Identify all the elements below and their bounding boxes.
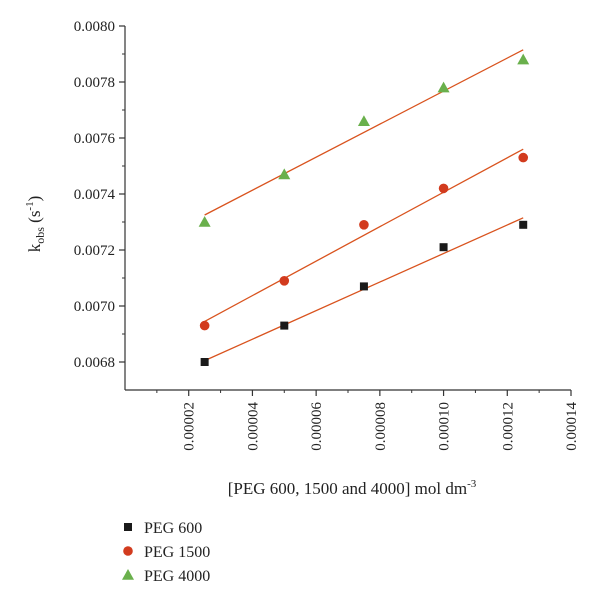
y-tick-label: 0.0078 xyxy=(74,75,115,91)
legend-marker xyxy=(124,523,132,531)
x-axis-title-main: [PEG 600, 1500 and 4000] mol dm xyxy=(228,479,467,498)
y-tick-label: 0.0072 xyxy=(74,243,115,259)
y-tick-label: 0.0070 xyxy=(74,299,115,315)
fit-line xyxy=(204,148,524,322)
data-point xyxy=(519,220,528,229)
y-axis-ticks: 0.0068 0.0070 0.0072 0.0074 0.0076 0.0078 0.00… xyxy=(74,19,125,371)
y-tick-label: 0.0080 xyxy=(74,19,115,35)
data-points xyxy=(198,53,530,366)
data-point xyxy=(439,243,448,252)
y-tick-label: 0.0074 xyxy=(74,187,116,203)
y-tick-label: 0.0068 xyxy=(74,355,115,371)
y-axis-title-unit-sup: -1 xyxy=(24,201,36,210)
x-axis-title-sup: -3 xyxy=(467,478,477,490)
data-point xyxy=(200,358,209,366)
y-axis-title: kobs (s-1) xyxy=(24,196,47,253)
data-point xyxy=(357,115,370,126)
plot-area: 0.0068 0.0070 0.0072 0.0074 0.0076 0.0078 0.00… xyxy=(74,19,580,451)
data-point xyxy=(278,168,291,180)
data-point xyxy=(438,183,449,194)
legend: PEG 600 PEG 1500 PEG 4000 xyxy=(122,520,210,585)
data-point xyxy=(199,320,210,331)
x-tick-label: 0.00010 xyxy=(437,402,453,451)
legend-marker xyxy=(123,546,133,556)
x-tick-label: 0.00002 xyxy=(182,402,198,451)
y-axis-title-main: k xyxy=(25,243,44,252)
x-axis-title: [PEG 600, 1500 and 4000] mol dm-3 xyxy=(228,478,477,498)
x-tick-label: 0.00014 xyxy=(564,402,580,451)
legend-item: PEG 600 xyxy=(124,520,202,537)
data-point xyxy=(437,81,450,93)
fit-lines xyxy=(204,49,524,362)
legend-label: PEG 1500 xyxy=(144,544,210,561)
legend-label: PEG 600 xyxy=(144,520,202,537)
data-point xyxy=(517,53,530,65)
y-axis-title-unit: (s xyxy=(25,211,44,228)
fit-line xyxy=(204,49,524,216)
legend-item: PEG 4000 xyxy=(122,568,210,585)
data-point xyxy=(198,216,211,227)
data-point xyxy=(359,282,368,291)
legend-label: PEG 4000 xyxy=(144,568,210,585)
data-point xyxy=(279,276,290,286)
y-tick-label: 0.0076 xyxy=(74,131,116,147)
legend-item: PEG 1500 xyxy=(123,544,210,561)
data-point xyxy=(280,321,289,330)
y-axis-title-sub: obs xyxy=(33,227,47,244)
x-tick-label: 0.00006 xyxy=(309,402,325,451)
x-tick-label: 0.00008 xyxy=(373,402,389,451)
x-tick-label: 0.00012 xyxy=(500,402,516,451)
legend-marker xyxy=(122,569,134,580)
data-point xyxy=(518,152,529,163)
x-axis-ticks: 0.00002 0.00004 0.00006 0.00008 0.00010 0.000… xyxy=(156,390,580,451)
x-tick-label: 0.00004 xyxy=(245,402,261,451)
y-axis-title-unit-close: ) xyxy=(25,196,44,202)
data-point xyxy=(359,220,369,230)
